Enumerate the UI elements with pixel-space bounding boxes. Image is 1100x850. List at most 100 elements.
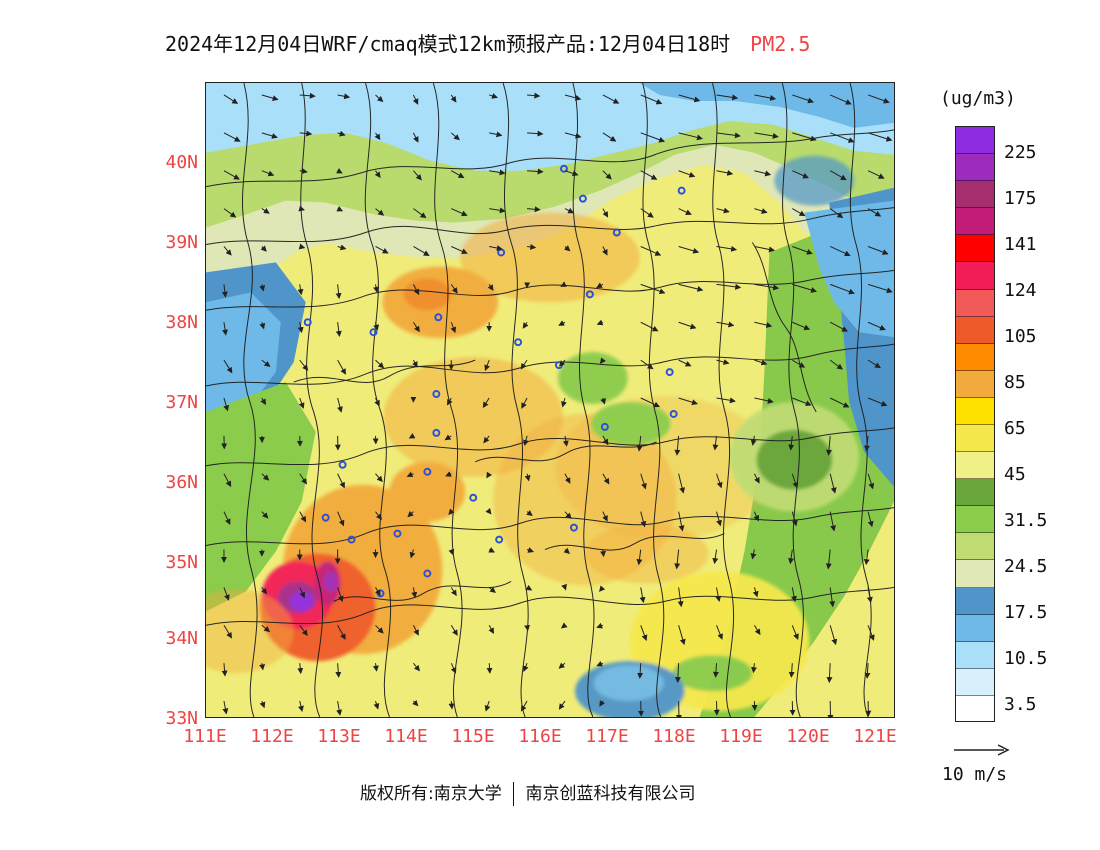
wind-arrow xyxy=(602,208,609,218)
legend-swatch xyxy=(956,208,994,236)
wind-arrow xyxy=(829,208,844,219)
legend-swatch xyxy=(956,506,994,534)
wind-arrow xyxy=(636,549,643,566)
wind-arrow xyxy=(712,663,719,678)
wind-arrow xyxy=(752,587,759,598)
wind-arrow xyxy=(448,701,455,710)
wind-arrow xyxy=(222,322,229,336)
wind-arrow xyxy=(489,131,503,138)
wind-arrow xyxy=(297,322,304,334)
wind-arrow xyxy=(223,397,230,412)
wind-arrow xyxy=(867,625,875,641)
footer-credits: 版权所有:南京大学 南京创蓝科技有限公司 xyxy=(360,779,780,809)
wind-arrow xyxy=(640,625,648,641)
legend-label-24-5: 24.5 xyxy=(1004,556,1048,577)
wind-arrow xyxy=(337,93,351,100)
wind-arrow xyxy=(221,663,228,677)
wind-arrow xyxy=(716,359,730,365)
wind-arrow xyxy=(259,663,266,671)
wind-arrow xyxy=(751,663,757,674)
wind-arrow xyxy=(223,132,241,142)
wind-arrow xyxy=(527,92,541,99)
legend-label-17-5: 17.5 xyxy=(1004,602,1048,623)
wind-arrow xyxy=(829,94,852,105)
wind-arrow xyxy=(864,435,870,452)
wind-arrow xyxy=(564,170,579,177)
legend-swatch xyxy=(956,560,994,588)
concentration-fields xyxy=(206,155,860,717)
wind-arrow xyxy=(830,283,855,295)
wind-arrow xyxy=(830,132,855,143)
wind-arrow xyxy=(716,245,738,252)
wind-arrow xyxy=(558,700,566,710)
wind-arrow xyxy=(826,663,833,684)
wind-arrow xyxy=(259,284,266,292)
wind-arrow xyxy=(375,359,385,369)
wind-arrow xyxy=(489,207,506,214)
wind-arrow xyxy=(486,471,493,479)
legend-swatch xyxy=(956,641,994,669)
wind-arrow xyxy=(412,625,419,636)
wind-arrow xyxy=(523,435,529,447)
lat-label-36n: 36N xyxy=(165,472,198,493)
wind-arrow xyxy=(716,132,741,139)
lat-label-37n: 37N xyxy=(165,392,198,413)
wind-arrow xyxy=(716,397,736,404)
legend-swatch xyxy=(956,614,994,642)
wind-arrow xyxy=(788,435,795,451)
northeast-blue-zone xyxy=(639,83,894,128)
wind-arrow xyxy=(223,94,239,104)
lat-label-38n: 38N xyxy=(165,312,198,333)
wind-arrow xyxy=(337,587,344,603)
legend-label-31-5: 31.5 xyxy=(1004,510,1048,531)
legend-swatch xyxy=(956,262,994,290)
wind-arrow xyxy=(412,94,419,105)
wind-arrow xyxy=(299,359,309,371)
wind-arrow xyxy=(867,473,875,490)
wind-arrow xyxy=(829,170,847,181)
wind-scale-arrow xyxy=(952,740,1014,760)
wind-arrow xyxy=(374,170,381,179)
legend-swatch xyxy=(956,452,994,480)
wind-arrow xyxy=(299,473,307,485)
legend-swatch xyxy=(956,289,994,317)
wind-arrow xyxy=(640,246,662,256)
wind-arrow xyxy=(640,132,666,143)
wind-arrow xyxy=(375,511,382,521)
wind-arrow xyxy=(754,359,768,366)
wind-arrow xyxy=(375,587,381,596)
wind-arrow xyxy=(792,132,817,142)
wind-arrow xyxy=(489,93,498,99)
legend-label-45: 45 xyxy=(1004,464,1026,485)
wind-arrow xyxy=(450,625,458,636)
wind-arrow xyxy=(337,397,343,413)
pollutant-label: PM2.5 xyxy=(750,32,811,56)
legend-swatch xyxy=(956,316,994,344)
wind-arrow xyxy=(375,208,385,216)
wind-arrow xyxy=(450,132,460,141)
wind-arrow xyxy=(750,549,757,560)
wind-arrow xyxy=(446,397,453,406)
wind-arrow xyxy=(560,622,568,629)
wind-arrow xyxy=(260,245,267,252)
wind-arrow xyxy=(564,94,582,101)
wind-arrow xyxy=(674,435,681,456)
wind-arrow xyxy=(829,473,837,494)
wind-arrow xyxy=(412,321,420,333)
lat-label-34n: 34N xyxy=(165,628,198,649)
wind-arrow xyxy=(560,281,567,287)
wind-arrow xyxy=(792,397,812,407)
wind-arrow xyxy=(450,284,458,294)
wind-arrow xyxy=(564,132,582,139)
wind-arrow xyxy=(602,94,620,104)
wind-arrow xyxy=(599,585,606,592)
lon-label-116e: 116E xyxy=(518,726,562,747)
wind-arrow xyxy=(866,587,873,604)
wind-arrow xyxy=(867,170,885,179)
wind-arrow xyxy=(678,283,704,292)
wind-arrow xyxy=(678,208,692,215)
wind-arrow xyxy=(599,357,606,364)
wind-arrow xyxy=(867,94,890,104)
wind-arrow xyxy=(525,584,533,591)
wind-arrow xyxy=(715,587,722,603)
